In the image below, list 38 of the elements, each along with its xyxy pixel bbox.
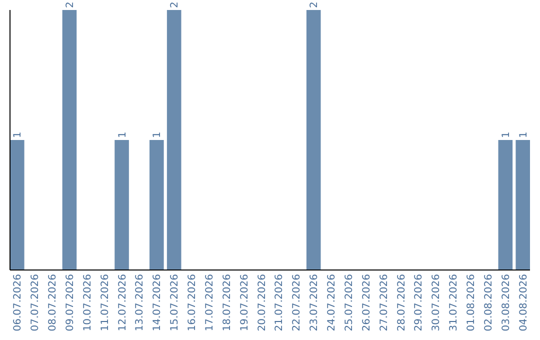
data-label: 2 xyxy=(309,2,320,8)
x-tick-label: 17.07.2026 xyxy=(204,274,216,332)
x-tick-label: 16.07.2026 xyxy=(187,274,198,332)
x-tick-label: 24.07.2026 xyxy=(326,274,338,332)
x-tick-label: 10.07.2026 xyxy=(82,274,94,332)
x-tick-label: 02.08.2026 xyxy=(483,274,494,332)
x-tick-label: 30.07.2026 xyxy=(431,274,442,332)
x-tick-label: 03.08.2026 xyxy=(500,274,512,332)
x-tick-label: 04.08.2026 xyxy=(518,274,530,332)
data-label: 1 xyxy=(117,132,128,138)
data-label: 1 xyxy=(500,132,512,138)
x-tick-label: 14.07.2026 xyxy=(152,274,164,332)
x-tick-label: 11.07.2026 xyxy=(100,274,111,332)
x-tick-label: 06.07.2026 xyxy=(12,274,24,332)
x-tick-label: 29.07.2026 xyxy=(414,274,425,332)
x-tick-label: 08.07.2026 xyxy=(48,274,59,332)
data-label: 2 xyxy=(170,2,181,8)
data-label: 1 xyxy=(518,132,530,138)
x-tick-label: 15.07.2026 xyxy=(170,274,181,332)
x-tick-label: 20.07.2026 xyxy=(256,274,268,332)
x-tick-label: 23.07.2026 xyxy=(309,274,320,332)
x-tick-label: 13.07.2026 xyxy=(134,274,146,332)
x-tick-label: 07.07.2026 xyxy=(30,274,42,332)
data-label: 1 xyxy=(12,132,24,138)
x-tick-label: 28.07.2026 xyxy=(396,274,408,332)
x-tick-label: 18.07.2026 xyxy=(222,274,233,332)
x-tick-label: 12.07.2026 xyxy=(117,274,128,332)
x-tick-label: 25.07.2026 xyxy=(344,274,355,332)
x-tick-label: 09.07.2026 xyxy=(64,274,76,332)
x-tick-label: 19.07.2026 xyxy=(239,274,250,332)
data-label: 2 xyxy=(64,2,76,8)
x-tick-label: 01.08.2026 xyxy=(466,274,478,332)
x-tick-label: 26.07.2026 xyxy=(361,274,372,332)
x-tick-label: 31.07.2026 xyxy=(448,274,460,332)
data-label: 1 xyxy=(152,132,164,138)
x-tick-label: 21.07.2026 xyxy=(274,274,286,332)
x-tick-label: 22.07.2026 xyxy=(292,274,303,332)
x-tick-label: 27.07.2026 xyxy=(378,274,390,332)
